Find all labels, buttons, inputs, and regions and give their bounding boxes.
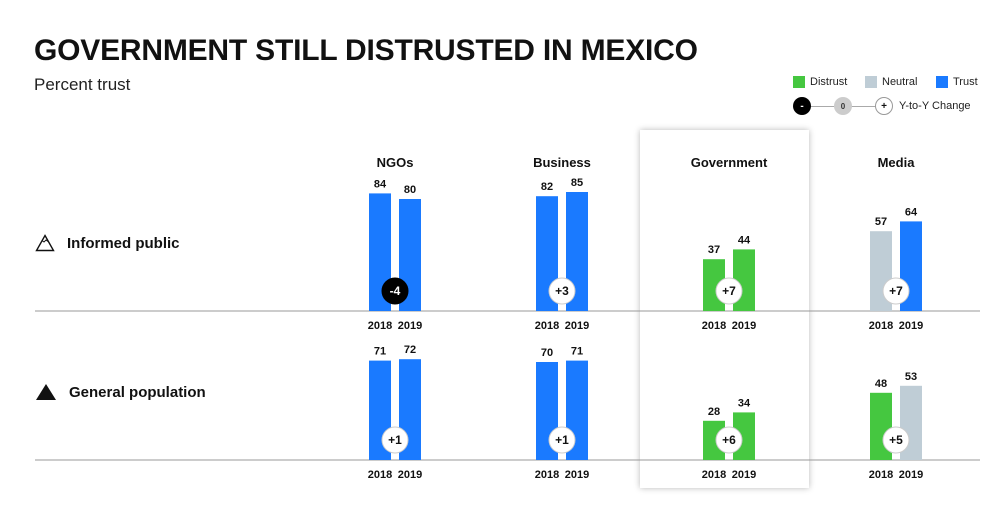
change-badge-label: +7 (889, 284, 903, 298)
change-zero-dot: 0 (834, 97, 852, 115)
value-label: 48 (875, 378, 887, 390)
filled-triangle-icon (36, 384, 56, 400)
year-label: 2019 (398, 320, 422, 332)
legend-swatch-neutral (865, 76, 877, 88)
year-label: 2018 (869, 320, 893, 332)
value-label: 80 (404, 184, 416, 196)
year-label: 2019 (565, 469, 589, 481)
value-label: 44 (738, 234, 751, 246)
legend-swatch-trust (936, 76, 948, 88)
value-label: 37 (708, 244, 720, 256)
value-label: 72 (404, 344, 416, 356)
legend-label-trust: Trust (953, 76, 978, 88)
value-label: 28 (708, 406, 720, 418)
change-badge-circle (381, 277, 409, 305)
legend-label-neutral: Neutral (882, 76, 918, 88)
column-header-government: Government (691, 155, 768, 170)
year-label: 2018 (535, 469, 559, 481)
column-header-business: Business (533, 155, 591, 170)
change-badge-circle (882, 277, 910, 305)
change-badge-circle (882, 426, 910, 454)
legend-item-distrust: Distrust (793, 76, 847, 88)
change-badge-circle (715, 426, 743, 454)
change-badge-circle (381, 426, 409, 454)
change-badge-circle (548, 277, 576, 305)
change-badge-label: +3 (555, 284, 569, 298)
value-label: 85 (571, 177, 583, 189)
year-label: 2018 (869, 469, 893, 481)
value-label: 34 (738, 397, 751, 409)
change-badge-label: -4 (390, 284, 401, 298)
change-legend-label: Y-to-Y Change (899, 100, 971, 112)
row-label-general-population: General population (35, 383, 206, 401)
change-badge-label: +1 (555, 433, 569, 447)
year-label: 2018 (702, 320, 726, 332)
value-label: 71 (374, 346, 386, 358)
page-title: GOVERNMENT STILL DISTRUSTED IN MEXICO (34, 34, 698, 67)
change-badge-label: +1 (388, 433, 402, 447)
change-badge-circle (548, 426, 576, 454)
change-badge-label: +5 (889, 433, 903, 447)
legend-swatch-distrust (793, 76, 805, 88)
change-legend: - 0 + Y-to-Y Change (793, 97, 993, 117)
change-badge-label: +6 (722, 433, 736, 447)
year-label: 2018 (702, 469, 726, 481)
row-label-text: Informed public (67, 234, 180, 252)
year-label: 2018 (535, 320, 559, 332)
legend-item-trust: Trust (936, 76, 978, 88)
bar-business-2019 (566, 192, 588, 311)
value-label: 84 (374, 178, 387, 190)
year-label: 2019 (732, 320, 756, 332)
column-header-ngos: NGOs (377, 155, 414, 170)
value-label: 53 (905, 371, 917, 383)
year-label: 2019 (899, 469, 923, 481)
page-subtitle: Percent trust (34, 75, 131, 94)
year-label: 2018 (368, 469, 392, 481)
legend-label-distrust: Distrust (810, 76, 848, 88)
legend-item-neutral: Neutral (865, 76, 917, 88)
row-label-informed-public: Informed public (35, 234, 180, 252)
change-positive-dot: + (875, 97, 893, 115)
year-label: 2019 (398, 469, 422, 481)
column-header-media: Media (878, 155, 916, 170)
value-label: 70 (541, 347, 553, 359)
value-label: 82 (541, 181, 553, 193)
value-label: 57 (875, 216, 887, 228)
year-label: 2019 (899, 320, 923, 332)
year-label: 2019 (732, 469, 756, 481)
change-negative-dot: - (793, 97, 811, 115)
year-label: 2019 (565, 320, 589, 332)
change-badge-circle (715, 277, 743, 305)
value-label: 71 (571, 346, 583, 358)
outline-triangle-icon (35, 234, 55, 252)
row-label-text: General population (69, 383, 206, 401)
year-label: 2018 (368, 320, 392, 332)
change-badge-label: +7 (722, 284, 736, 298)
value-label: 64 (905, 206, 918, 218)
